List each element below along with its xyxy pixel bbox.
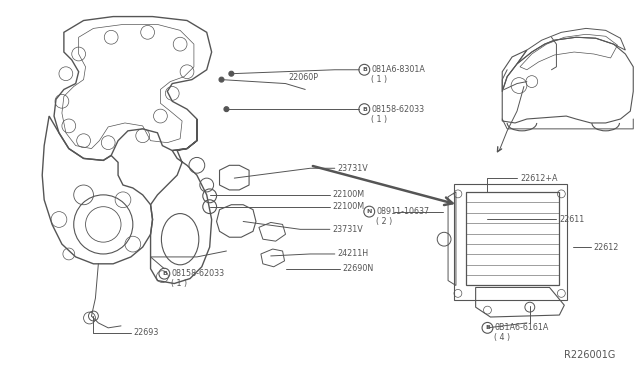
Text: 23731V: 23731V <box>333 225 364 234</box>
Text: 0B1A6-6161A: 0B1A6-6161A <box>494 323 548 332</box>
Text: 22100M: 22100M <box>333 202 365 211</box>
Text: R226001G: R226001G <box>564 350 616 360</box>
Text: ( 1 ): ( 1 ) <box>371 115 387 124</box>
Text: 22690N: 22690N <box>342 264 374 273</box>
Text: N: N <box>367 209 372 214</box>
Text: ( 4 ): ( 4 ) <box>494 333 511 342</box>
Text: ( 1 ): ( 1 ) <box>172 279 188 288</box>
Text: 08158-62033: 08158-62033 <box>371 105 424 114</box>
Text: ( 1 ): ( 1 ) <box>371 75 387 84</box>
Text: 22693: 22693 <box>134 328 159 337</box>
Circle shape <box>224 107 229 112</box>
Text: 23731V: 23731V <box>338 164 369 173</box>
Circle shape <box>219 77 224 82</box>
Text: ( 2 ): ( 2 ) <box>376 217 392 226</box>
Text: 22612+A: 22612+A <box>520 174 557 183</box>
Text: 22612: 22612 <box>594 243 620 251</box>
Text: 22611: 22611 <box>559 215 584 224</box>
Text: B: B <box>162 271 167 276</box>
Text: B: B <box>362 107 367 112</box>
Text: 24211H: 24211H <box>338 250 369 259</box>
Text: 08911-10637: 08911-10637 <box>376 207 429 216</box>
Text: B: B <box>485 326 490 330</box>
Text: 08158-62033: 08158-62033 <box>172 269 225 278</box>
Text: 22100M: 22100M <box>333 190 365 199</box>
Text: 22060P: 22060P <box>289 73 319 82</box>
Text: B: B <box>362 67 367 72</box>
Circle shape <box>229 71 234 76</box>
Text: 081A6-8301A: 081A6-8301A <box>371 65 425 74</box>
